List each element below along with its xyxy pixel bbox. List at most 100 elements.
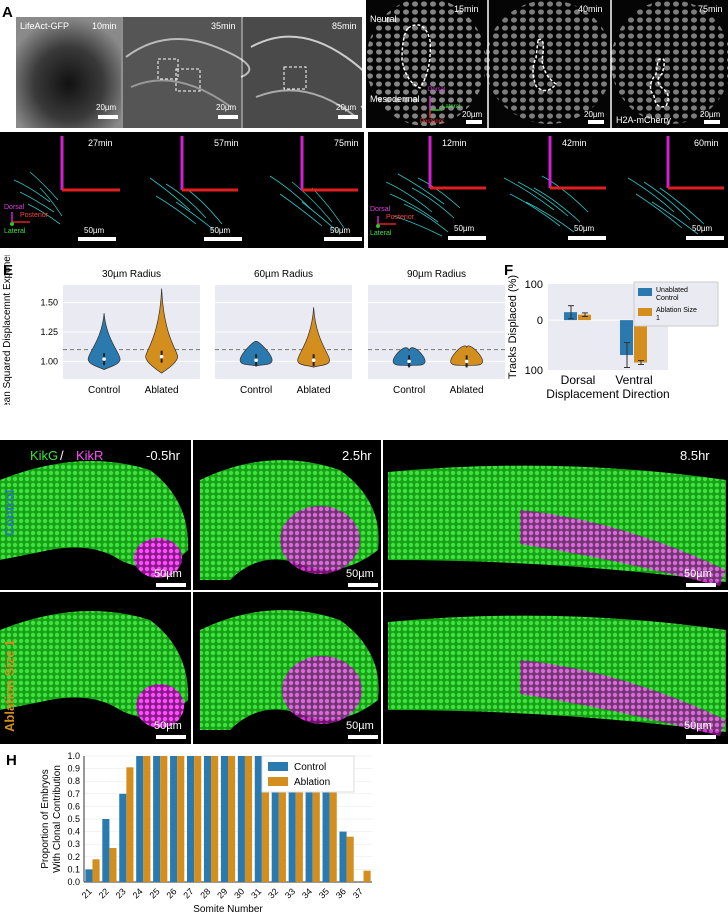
- panel-d-axis-posterior: Posterior: [386, 214, 415, 221]
- chart-e-violin-ablated: [297, 307, 330, 368]
- track-lines: [376, 136, 724, 237]
- chart-h-xtick: 26: [164, 886, 178, 900]
- panel-a-scale-3: 20µm: [336, 103, 357, 112]
- panel-c-time-1: 27min: [88, 138, 113, 148]
- panel-b-mesodermal-label: Mesodermal: [370, 94, 420, 104]
- chart-h-xtick: 28: [198, 886, 212, 900]
- chart-h-xtick: 34: [300, 886, 314, 900]
- panel-a-scale-1: 20µm: [96, 103, 117, 112]
- panel-a-time-1: 10min: [92, 21, 117, 31]
- chart-e-subplot-title: 90µm Radius: [407, 269, 466, 280]
- panel-d-tracks: 12min 42min 60min Dorsal Posterior Later…: [368, 132, 728, 248]
- panel-g-scale-5: 50µm: [346, 720, 374, 732]
- panel-c-scale-3: 50µm: [330, 226, 351, 235]
- chart-h-bar: [322, 768, 330, 882]
- panel-g-scale-2: 50µm: [346, 568, 374, 580]
- panel-g-time-1: -0.5hr: [146, 448, 180, 463]
- panel-c-axis-lateral: Lateral: [4, 228, 26, 235]
- chart-h-legend-swatch: [268, 762, 288, 771]
- panel-g-kikg-label: KikG: [30, 448, 59, 463]
- chart-h-bar: [220, 756, 228, 882]
- chart-h-ylabel-line1: Proportion of Embryos: [40, 769, 51, 869]
- chart-e-violin: Mean Squared Displacemnt Exponent 1.00 1.2…: [2, 255, 505, 405]
- panel-c-time-2: 57min: [214, 138, 239, 148]
- chart-e-subplot-title: 30µm Radius: [102, 269, 161, 280]
- track-lines: [10, 136, 358, 233]
- chart-f-ylabel: Tracks Displaced (%): [507, 275, 519, 379]
- chart-e-xtick: Ablated: [145, 385, 179, 396]
- panel-d-scale-1: 50µm: [454, 224, 475, 233]
- chart-h-bar: [136, 756, 144, 882]
- chart-f-bar: [620, 320, 633, 356]
- chart-h-bar: [346, 836, 354, 882]
- chart-h-ytick: 0.6: [67, 801, 80, 811]
- chart-e-median-dot: [159, 354, 164, 359]
- panel-d-time-3: 60min: [694, 138, 719, 148]
- panel-a-time-3: 85min: [332, 21, 357, 31]
- chart-f-ytick: 100: [525, 279, 543, 291]
- panel-g-row-ablation: Ablation Size 1: [2, 639, 17, 732]
- chart-f-ytick: 0: [537, 315, 543, 327]
- chart-e-median-dot: [254, 358, 258, 362]
- scale-bar: [156, 735, 186, 739]
- chart-h-bar: [244, 756, 253, 882]
- chart-h-xtick: 23: [114, 886, 128, 900]
- scale-bar: [348, 735, 378, 739]
- chart-h-bar: [170, 756, 178, 882]
- chart-h-bar: [203, 756, 212, 882]
- scale-bar: [448, 236, 486, 240]
- chart-f-legend-label-line1: Unablated: [656, 287, 688, 294]
- chart-h-xtick: 37: [351, 886, 365, 900]
- chart-h-xtick: 22: [97, 886, 111, 900]
- scale-bar: [704, 120, 720, 124]
- panel-c-tracks: 27min 57min 75min Dorsal Posterior Later…: [0, 132, 364, 248]
- chart-h-bar: [254, 756, 262, 882]
- chart-h-ytick: 0.4: [67, 827, 80, 837]
- chart-h-bar: [119, 793, 127, 882]
- scale-bar: [156, 583, 186, 587]
- scale-bar: [98, 115, 118, 119]
- panel-b-scale-3: 20µm: [700, 110, 721, 119]
- panel-b-axis-posterior: Posterior: [420, 119, 445, 125]
- panel-label-e: E: [3, 262, 14, 279]
- chart-h-bar: [102, 819, 110, 882]
- chart-h-bar: [143, 756, 151, 882]
- chart-f-xtick: Ventral: [615, 373, 652, 387]
- chart-h-ytick: 0.9: [67, 764, 80, 774]
- chart-e-median-dot: [464, 359, 469, 364]
- chart-h-xtick: 35: [317, 886, 331, 900]
- panel-g-row-control: Control: [2, 489, 17, 536]
- panel-g-scale-3: 50µm: [684, 568, 712, 580]
- scale-bar: [588, 120, 604, 124]
- panel-g-scale-4: 50µm: [154, 720, 182, 732]
- chart-h-bar: [187, 756, 195, 882]
- panel-b-time-1: 15min: [454, 4, 479, 14]
- chart-h-xtick: 32: [266, 886, 280, 900]
- scale-bar: [324, 237, 362, 241]
- chart-e-violin-control: [87, 313, 121, 371]
- chart-h-ytick: 0.3: [67, 839, 80, 849]
- scale-bar: [568, 236, 606, 240]
- chart-e-ytick: 1.50: [40, 298, 58, 308]
- panel-b-axis-lateral: Lateral: [442, 104, 461, 110]
- chart-h-xtick: 36: [334, 886, 348, 900]
- chart-f-legend-label-line2: 1: [656, 315, 660, 322]
- chart-f-legend-swatch: [638, 308, 652, 316]
- chart-h-bar: [339, 831, 347, 882]
- chart-f-legend-swatch: [638, 288, 652, 296]
- chart-f-bar: [634, 320, 647, 363]
- chart-h-bar: [261, 756, 269, 882]
- chart-e-xtick: Control: [88, 385, 120, 396]
- scale-bar: [204, 237, 242, 241]
- chart-h-xlabel: Somite Number: [193, 904, 263, 914]
- panel-label-h: H: [6, 752, 17, 769]
- chart-h-ytick: 0.8: [67, 776, 80, 786]
- chart-e-xtick: Ablated: [450, 385, 484, 396]
- chart-e-subplot-title: 60µm Radius: [254, 269, 313, 280]
- panel-g-kaede-images: KikG / KikR -0.5hr 2.5hr 8.5hr Control A…: [0, 440, 728, 744]
- chart-h-bar: [177, 756, 185, 882]
- chart-h-bar: [228, 756, 236, 882]
- chart-h-ytick: 0.1: [67, 864, 80, 874]
- scale-bar: [686, 236, 724, 240]
- panel-b-neural-label: Neural: [370, 14, 397, 24]
